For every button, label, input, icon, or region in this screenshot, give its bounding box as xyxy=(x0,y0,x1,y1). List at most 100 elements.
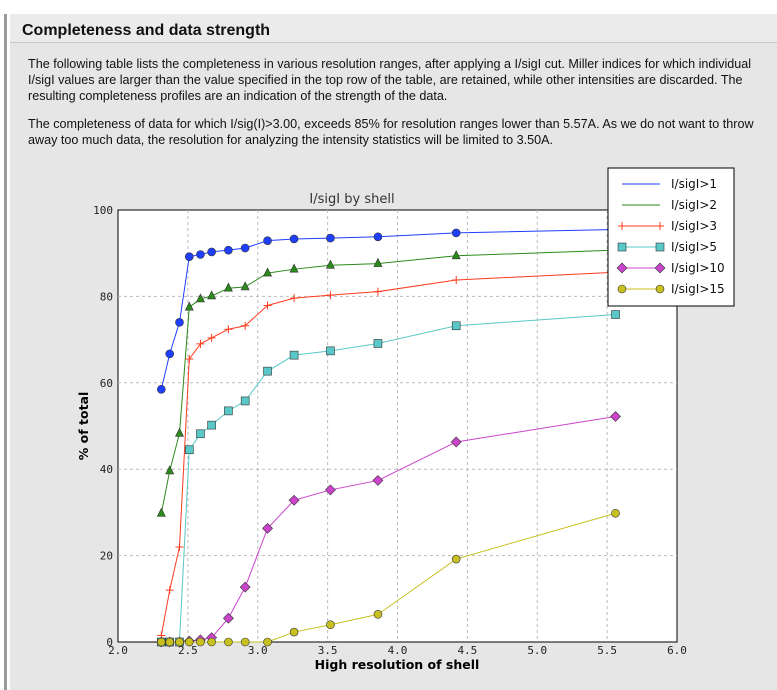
left-border xyxy=(4,14,7,690)
data-point xyxy=(289,234,299,244)
y-tick-label: 20 xyxy=(100,550,113,563)
x-tick-label: 4.5 xyxy=(457,644,477,657)
data-point xyxy=(184,252,194,261)
data-point xyxy=(263,637,272,647)
data-point xyxy=(207,247,216,257)
y-tick-label: 80 xyxy=(100,290,113,303)
x-axis-label: High resolution of shell xyxy=(315,657,480,672)
data-point xyxy=(239,581,251,593)
y-tick-label: 0 xyxy=(106,636,113,649)
data-point xyxy=(324,484,336,496)
data-point xyxy=(156,507,166,517)
data-point xyxy=(223,282,233,292)
legend-entry: I/sigI>1 xyxy=(622,177,717,191)
legend-marker xyxy=(655,284,665,294)
y-axis-label: % of total xyxy=(76,392,91,461)
data-point xyxy=(373,287,382,296)
legend-label: I/sigI>1 xyxy=(671,177,717,191)
data-point xyxy=(207,637,216,647)
data-point xyxy=(452,275,461,284)
data-point xyxy=(175,637,184,647)
legend-marker xyxy=(617,284,627,294)
legend-marker xyxy=(654,262,666,274)
data-point xyxy=(263,267,273,277)
data-point xyxy=(262,522,273,534)
data-point xyxy=(207,420,216,430)
x-tick-label: 2.0 xyxy=(108,644,128,657)
data-point xyxy=(157,637,166,647)
data-point xyxy=(185,355,194,364)
legend-entry: I/sigI>10 xyxy=(616,261,725,275)
legend-marker xyxy=(656,222,664,230)
chart-title: I/sigI by shell xyxy=(309,192,394,207)
legend-entry: I/sigI>5 xyxy=(617,240,717,254)
legend-marker xyxy=(617,242,627,252)
data-point xyxy=(451,321,461,331)
data-point xyxy=(175,427,184,437)
data-point xyxy=(240,243,250,253)
data-point xyxy=(326,233,335,243)
legend-label: I/sigI>2 xyxy=(671,198,717,212)
x-tick-label: 3.0 xyxy=(248,644,268,657)
data-point xyxy=(196,250,205,259)
data-point xyxy=(451,554,461,564)
x-tick-label: 4.0 xyxy=(388,644,408,657)
data-point xyxy=(195,293,205,303)
data-point xyxy=(224,325,233,334)
x-tick-label: 6.0 xyxy=(667,644,687,657)
y-tick-label: 100 xyxy=(93,204,113,217)
legend-label: I/sigI>5 xyxy=(671,240,717,254)
data-point xyxy=(175,542,184,551)
data-point xyxy=(611,310,620,319)
data-point xyxy=(240,281,250,291)
data-point xyxy=(241,321,250,330)
data-point xyxy=(165,637,175,647)
data-point xyxy=(224,637,233,647)
description-paragraph: The following table lists the completene… xyxy=(28,57,752,103)
data-point xyxy=(196,429,205,439)
data-point xyxy=(157,384,166,394)
data-point xyxy=(240,396,250,406)
series-5 xyxy=(157,508,620,647)
data-point xyxy=(207,290,217,300)
data-point xyxy=(373,232,383,242)
data-point xyxy=(184,445,194,455)
data-point xyxy=(290,294,299,303)
x-tick-label: 2.5 xyxy=(178,644,198,657)
legend-label: I/sigI>15 xyxy=(671,282,725,296)
legend-marker xyxy=(655,242,665,252)
data-point xyxy=(326,291,335,300)
data-point xyxy=(184,637,194,647)
data-point xyxy=(263,366,272,376)
data-point xyxy=(263,236,272,245)
data-point xyxy=(451,250,461,260)
series-line xyxy=(160,249,616,514)
data-point xyxy=(165,586,174,595)
data-point xyxy=(610,411,621,422)
data-point xyxy=(372,475,384,486)
x-tick-label: 3.5 xyxy=(318,644,338,657)
data-point xyxy=(373,257,383,267)
section-header xyxy=(10,14,777,43)
legend-entry: I/sigI>15 xyxy=(617,282,725,296)
data-point xyxy=(184,301,194,311)
data-point xyxy=(263,301,272,310)
legend: I/sigI>1 I/sigI>2 I/sigI>3 I/sigI>5 I/sigI>1… xyxy=(607,167,735,307)
data-point xyxy=(289,350,299,360)
series-line xyxy=(161,314,616,643)
data-point xyxy=(289,627,299,637)
data-point xyxy=(373,339,383,348)
legend-box xyxy=(607,167,735,307)
data-point xyxy=(326,620,335,630)
x-tick-label: 5.5 xyxy=(597,644,617,657)
data-point xyxy=(450,436,462,448)
y-tick-label: 60 xyxy=(100,377,113,390)
x-tick-label: 5.0 xyxy=(527,644,547,657)
legend-label: I/sigI>10 xyxy=(671,261,725,275)
series-line xyxy=(160,228,616,390)
data-point xyxy=(451,228,461,238)
data-point xyxy=(196,637,205,647)
data-point xyxy=(196,339,205,348)
data-point xyxy=(224,406,233,416)
